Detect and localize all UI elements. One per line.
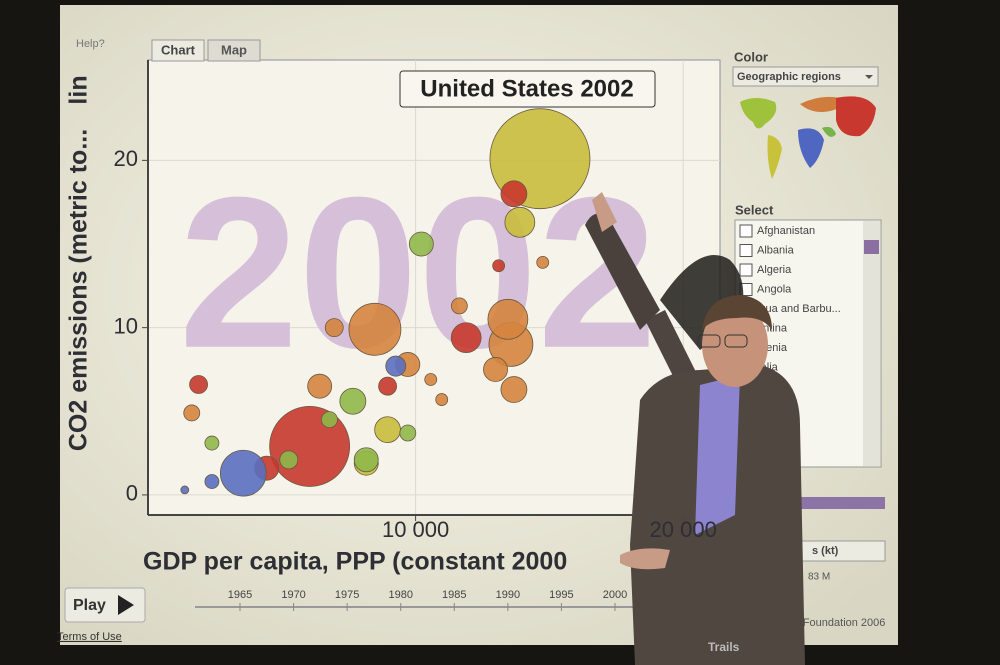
bubble[interactable] xyxy=(450,322,482,354)
bubble[interactable] xyxy=(321,411,338,429)
country-name: Afghanistan xyxy=(757,225,815,237)
y-scale-toggle[interactable]: lin xyxy=(65,75,93,104)
glasses xyxy=(697,334,721,348)
color-label: Color xyxy=(734,49,768,64)
x-tick-label: 10 000 xyxy=(382,517,449,542)
play-label: Play xyxy=(73,597,106,614)
bubble[interactable] xyxy=(483,357,508,382)
timeline-year: 1995 xyxy=(549,589,573,601)
bubble[interactable] xyxy=(307,373,333,399)
map-asia xyxy=(836,96,876,137)
dropdown-arrow xyxy=(865,75,873,79)
scrollbar[interactable] xyxy=(863,221,880,466)
map-americas-south xyxy=(767,135,782,179)
y-axis-label: CO2 emissions (metric to... xyxy=(65,129,93,451)
play-icon xyxy=(118,595,134,615)
chart-title: United States 2002 xyxy=(420,75,633,102)
size-slider[interactable] xyxy=(790,497,885,509)
bubble[interactable] xyxy=(424,373,438,386)
map-middle-east xyxy=(822,126,836,137)
help-link[interactable]: Help? xyxy=(76,38,105,50)
timeline-year: 1975 xyxy=(335,589,359,601)
hand xyxy=(592,192,617,232)
timeline-year: 1980 xyxy=(388,589,412,601)
y-tick-label: 0 xyxy=(126,481,138,506)
bubble[interactable] xyxy=(500,376,528,403)
bubble[interactable] xyxy=(378,376,397,396)
country-name: Angola xyxy=(757,283,792,295)
timeline-year: 1985 xyxy=(442,589,466,601)
bubble[interactable] xyxy=(450,297,468,315)
bubble[interactable] xyxy=(504,206,536,238)
raised-arm xyxy=(585,213,660,330)
bubble[interactable] xyxy=(219,449,267,497)
bubble[interactable] xyxy=(324,318,344,338)
bubble[interactable] xyxy=(183,404,201,422)
color-select-text: Geographic regions xyxy=(737,71,841,83)
bubble[interactable] xyxy=(487,298,529,340)
color-select[interactable] xyxy=(732,66,879,87)
bubble[interactable] xyxy=(385,355,407,377)
bubble[interactable] xyxy=(353,447,379,473)
map-europe xyxy=(800,96,843,112)
checkbox[interactable] xyxy=(739,244,753,257)
map-africa xyxy=(798,128,824,168)
bubble[interactable] xyxy=(180,485,190,495)
bubble[interactable] xyxy=(435,393,449,406)
map-americas-north xyxy=(740,98,777,129)
bubble[interactable] xyxy=(399,424,417,442)
region-map xyxy=(740,96,876,179)
bubble[interactable] xyxy=(500,180,528,208)
tab-label: Map xyxy=(221,42,247,57)
lower-hand xyxy=(620,548,670,570)
bubbles xyxy=(180,108,591,497)
timeline-year: 1965 xyxy=(228,589,252,601)
tab-map[interactable] xyxy=(207,39,261,62)
timeline-year: 1970 xyxy=(281,589,305,601)
bubble[interactable] xyxy=(204,474,220,489)
checkbox[interactable] xyxy=(739,263,753,277)
country-name: Albania xyxy=(757,244,795,256)
title-box xyxy=(399,70,656,108)
bubble[interactable] xyxy=(204,435,220,451)
size-unit: s (kt) xyxy=(812,545,839,557)
scroll-thumb[interactable] xyxy=(864,240,879,254)
bubble[interactable] xyxy=(348,302,402,356)
timeline-years: 1965 1970 1975 1980 1985 1990 1995 2000 xyxy=(228,589,627,611)
checkbox[interactable] xyxy=(739,224,753,238)
bubble[interactable] xyxy=(408,231,434,257)
year-watermark: 2002 xyxy=(179,152,657,393)
bubble[interactable] xyxy=(492,259,506,273)
trails-option[interactable]: Trails xyxy=(708,640,740,654)
bubble[interactable] xyxy=(339,387,367,415)
country-name: Algeria xyxy=(757,264,792,276)
head xyxy=(702,303,768,387)
timeline-year: 1990 xyxy=(496,589,520,601)
play-button[interactable] xyxy=(64,587,146,623)
tab-chart[interactable] xyxy=(151,39,205,62)
select-label: Select xyxy=(735,202,774,217)
terms-link[interactable]: Terms of Use xyxy=(57,631,122,643)
hair xyxy=(702,295,772,330)
timeline-year: 2000 xyxy=(603,589,627,601)
x-tick-label: 20 000 xyxy=(650,517,717,542)
bubble[interactable] xyxy=(189,375,208,394)
country-name: igua and Barbu... xyxy=(757,303,841,315)
tab-label: Chart xyxy=(161,42,196,57)
size-max: 83 M xyxy=(808,572,830,583)
y-tick-label: 10 xyxy=(114,313,138,338)
x-axis-label: GDP per capita, PPP (constant 2000 xyxy=(143,548,567,576)
credit: er Foundation 2006 xyxy=(790,617,885,629)
bubble[interactable] xyxy=(536,256,550,269)
bubble[interactable] xyxy=(374,416,401,443)
bubble[interactable] xyxy=(279,450,299,470)
shirt xyxy=(695,375,740,535)
presenter: Trails xyxy=(585,192,805,665)
glasses xyxy=(724,334,748,348)
y-tick-label: 20 xyxy=(114,146,138,171)
